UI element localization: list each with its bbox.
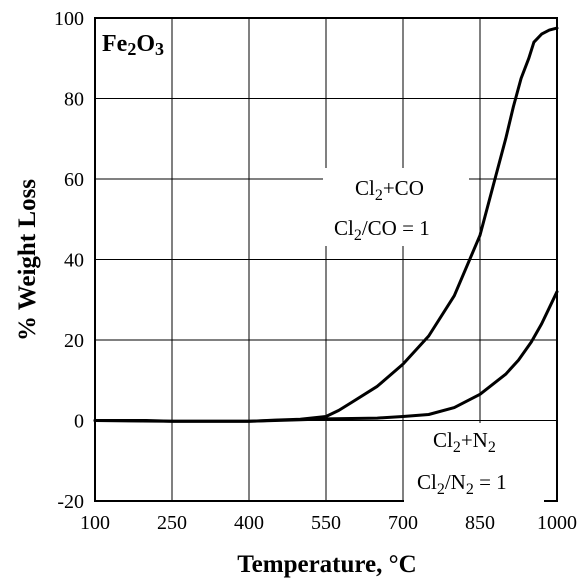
annot-co-l2-base: Cl: [334, 216, 354, 240]
sample-label-sub1: 2: [127, 39, 136, 59]
annot-co-l1-base: Cl: [355, 176, 375, 200]
annot-n2-l2-base: Cl: [417, 470, 437, 494]
annotation-cl2-co-line1: Cl2+CO: [355, 176, 424, 204]
annot-n2-l2-rest2: = 1: [474, 470, 507, 494]
tick-labels: 100 250 400 550 700 850 1000 -20 0 20 40 60 80 100: [54, 8, 577, 534]
annot-co-l1-sub: 2: [375, 187, 383, 204]
y-tick-label: 40: [64, 250, 84, 272]
annotation-cl2-n2-line1: Cl2+N2: [433, 428, 496, 456]
annot-n2-l1-sub: 2: [453, 439, 461, 456]
y-tick-label: 0: [74, 411, 84, 433]
annotation-cl2-co-line2: Cl2/CO = 1: [334, 216, 430, 244]
annot-n2-l2-sub: 2: [437, 481, 445, 498]
x-tick-label: 550: [311, 512, 341, 534]
annot-n2-l1-base: Cl: [433, 428, 453, 452]
y-tick-label: 80: [64, 89, 84, 111]
series-group: [93, 26, 559, 423]
annotation-cl2-co-bg: [323, 168, 469, 246]
y-tick-label: 60: [64, 169, 84, 191]
x-tick-label: 100: [80, 512, 110, 534]
series-line-cl2-n2: [93, 290, 559, 423]
grid: [95, 18, 557, 501]
y-axis-label: % Weight Loss: [14, 179, 41, 341]
x-tick-label: 1000: [537, 512, 577, 534]
annotation-cl2-n2-line2: Cl2/N2 = 1: [417, 470, 507, 498]
sample-label-sub2: 3: [155, 39, 164, 59]
x-tick-label: 850: [465, 512, 495, 534]
x-tick-label: 400: [234, 512, 264, 534]
annot-n2-l1-sub2: 2: [488, 439, 496, 456]
sample-label: Fe2O3: [102, 31, 164, 59]
annotation-cl2-n2-bg: [404, 423, 544, 503]
x-tick-label: 700: [388, 512, 418, 534]
y-tick-label: 20: [64, 330, 84, 352]
x-axis-label: Temperature, °C: [237, 551, 416, 578]
annot-co-l2-sub: 2: [354, 227, 362, 244]
annotation-cl2-n2: Cl2+N2 Cl2/N2 = 1: [404, 423, 544, 503]
annot-n2-l2-sub2: 2: [466, 481, 474, 498]
annot-co-l2-rest: /CO = 1: [362, 216, 430, 240]
y-tick-label: 100: [54, 8, 84, 30]
annot-n2-l1-rest: +N: [461, 428, 488, 452]
sample-label-base: Fe: [102, 31, 128, 57]
annotation-cl2-co: Cl2+CO Cl2/CO = 1: [323, 168, 469, 246]
annot-co-l1-rest: +CO: [383, 176, 424, 200]
x-tick-label: 250: [157, 512, 187, 534]
y-tick-label: -20: [57, 491, 84, 513]
sample-label-mid: O: [136, 31, 155, 57]
plot-frame: [94, 17, 558, 502]
annot-n2-l2-rest: /N: [445, 470, 466, 494]
